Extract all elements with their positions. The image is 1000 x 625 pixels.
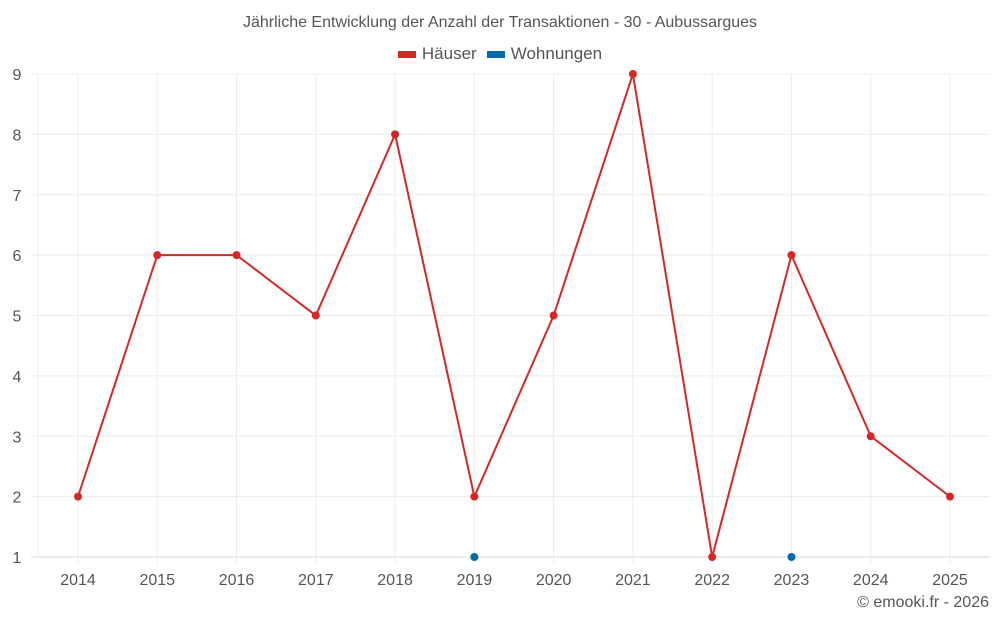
data-point-haeuser[interactable] (628, 70, 637, 78)
x-tick-label: 2016 (219, 572, 255, 589)
data-point-haeuser[interactable] (866, 432, 875, 441)
copyright-footer: © emooki.fr - 2026 (857, 594, 989, 611)
legend-swatch-haeuser (397, 50, 416, 58)
x-tick-label: 2024 (853, 572, 889, 589)
x-tick-label: 2015 (139, 572, 175, 589)
y-tick-label: 3 (13, 429, 22, 446)
x-tick-label: 2018 (377, 572, 413, 589)
data-point-haeuser[interactable] (787, 251, 796, 260)
x-tick-label: 2017 (298, 572, 334, 589)
y-tick-label: 6 (13, 248, 22, 265)
data-point-haeuser[interactable] (708, 553, 717, 561)
data-point-haeuser[interactable] (153, 251, 162, 260)
data-point-wohnungen[interactable] (787, 553, 796, 561)
data-point-haeuser[interactable] (470, 492, 479, 501)
y-tick-label: 1 (13, 550, 22, 567)
y-tick-label: 7 (13, 188, 22, 205)
y-tick-label: 2 (13, 490, 22, 507)
x-tick-label: 2021 (615, 572, 651, 589)
grid-lines (31, 73, 990, 563)
legend-label-haeuser: Häuser (421, 44, 477, 63)
x-tick-label: 2019 (457, 572, 493, 589)
legend: Häuser Wohnungen (0, 44, 1000, 64)
data-point-haeuser[interactable] (74, 492, 82, 501)
data-point-haeuser[interactable] (549, 311, 558, 320)
y-tick-label: 5 (13, 309, 22, 326)
legend-label-wohnungen: Wohnungen (510, 44, 603, 63)
legend-swatch-wohnungen (486, 50, 505, 58)
x-tick-label: 2025 (932, 572, 968, 589)
y-tick-label: 9 (13, 67, 22, 84)
data-point-haeuser[interactable] (232, 251, 241, 260)
chart-title: Jährliche Entwicklung der Anzahl der Tra… (242, 14, 758, 31)
x-axis: 2014 2015 2016 2017 2018 2019 2020 2021 2022 2023… (60, 572, 968, 589)
y-tick-label: 8 (13, 127, 22, 144)
y-tick-label: 4 (13, 369, 22, 386)
data-point-haeuser[interactable] (311, 311, 320, 320)
x-tick-label: 2014 (60, 572, 96, 589)
series-line-haeuser (77, 73, 951, 558)
data-point-haeuser[interactable] (946, 492, 954, 501)
data-point-wohnungen[interactable] (470, 553, 479, 561)
legend-item-wohnungen[interactable]: Wohnungen (486, 44, 603, 64)
data-series (74, 70, 954, 561)
x-tick-label: 2023 (774, 572, 810, 589)
y-axis: 1 2 3 4 5 6 7 8 9 (13, 67, 22, 567)
x-tick-label: 2020 (536, 572, 572, 589)
legend-item-haeuser[interactable]: Häuser (397, 44, 477, 64)
data-point-haeuser[interactable] (391, 130, 400, 139)
x-tick-label: 2022 (694, 572, 730, 589)
